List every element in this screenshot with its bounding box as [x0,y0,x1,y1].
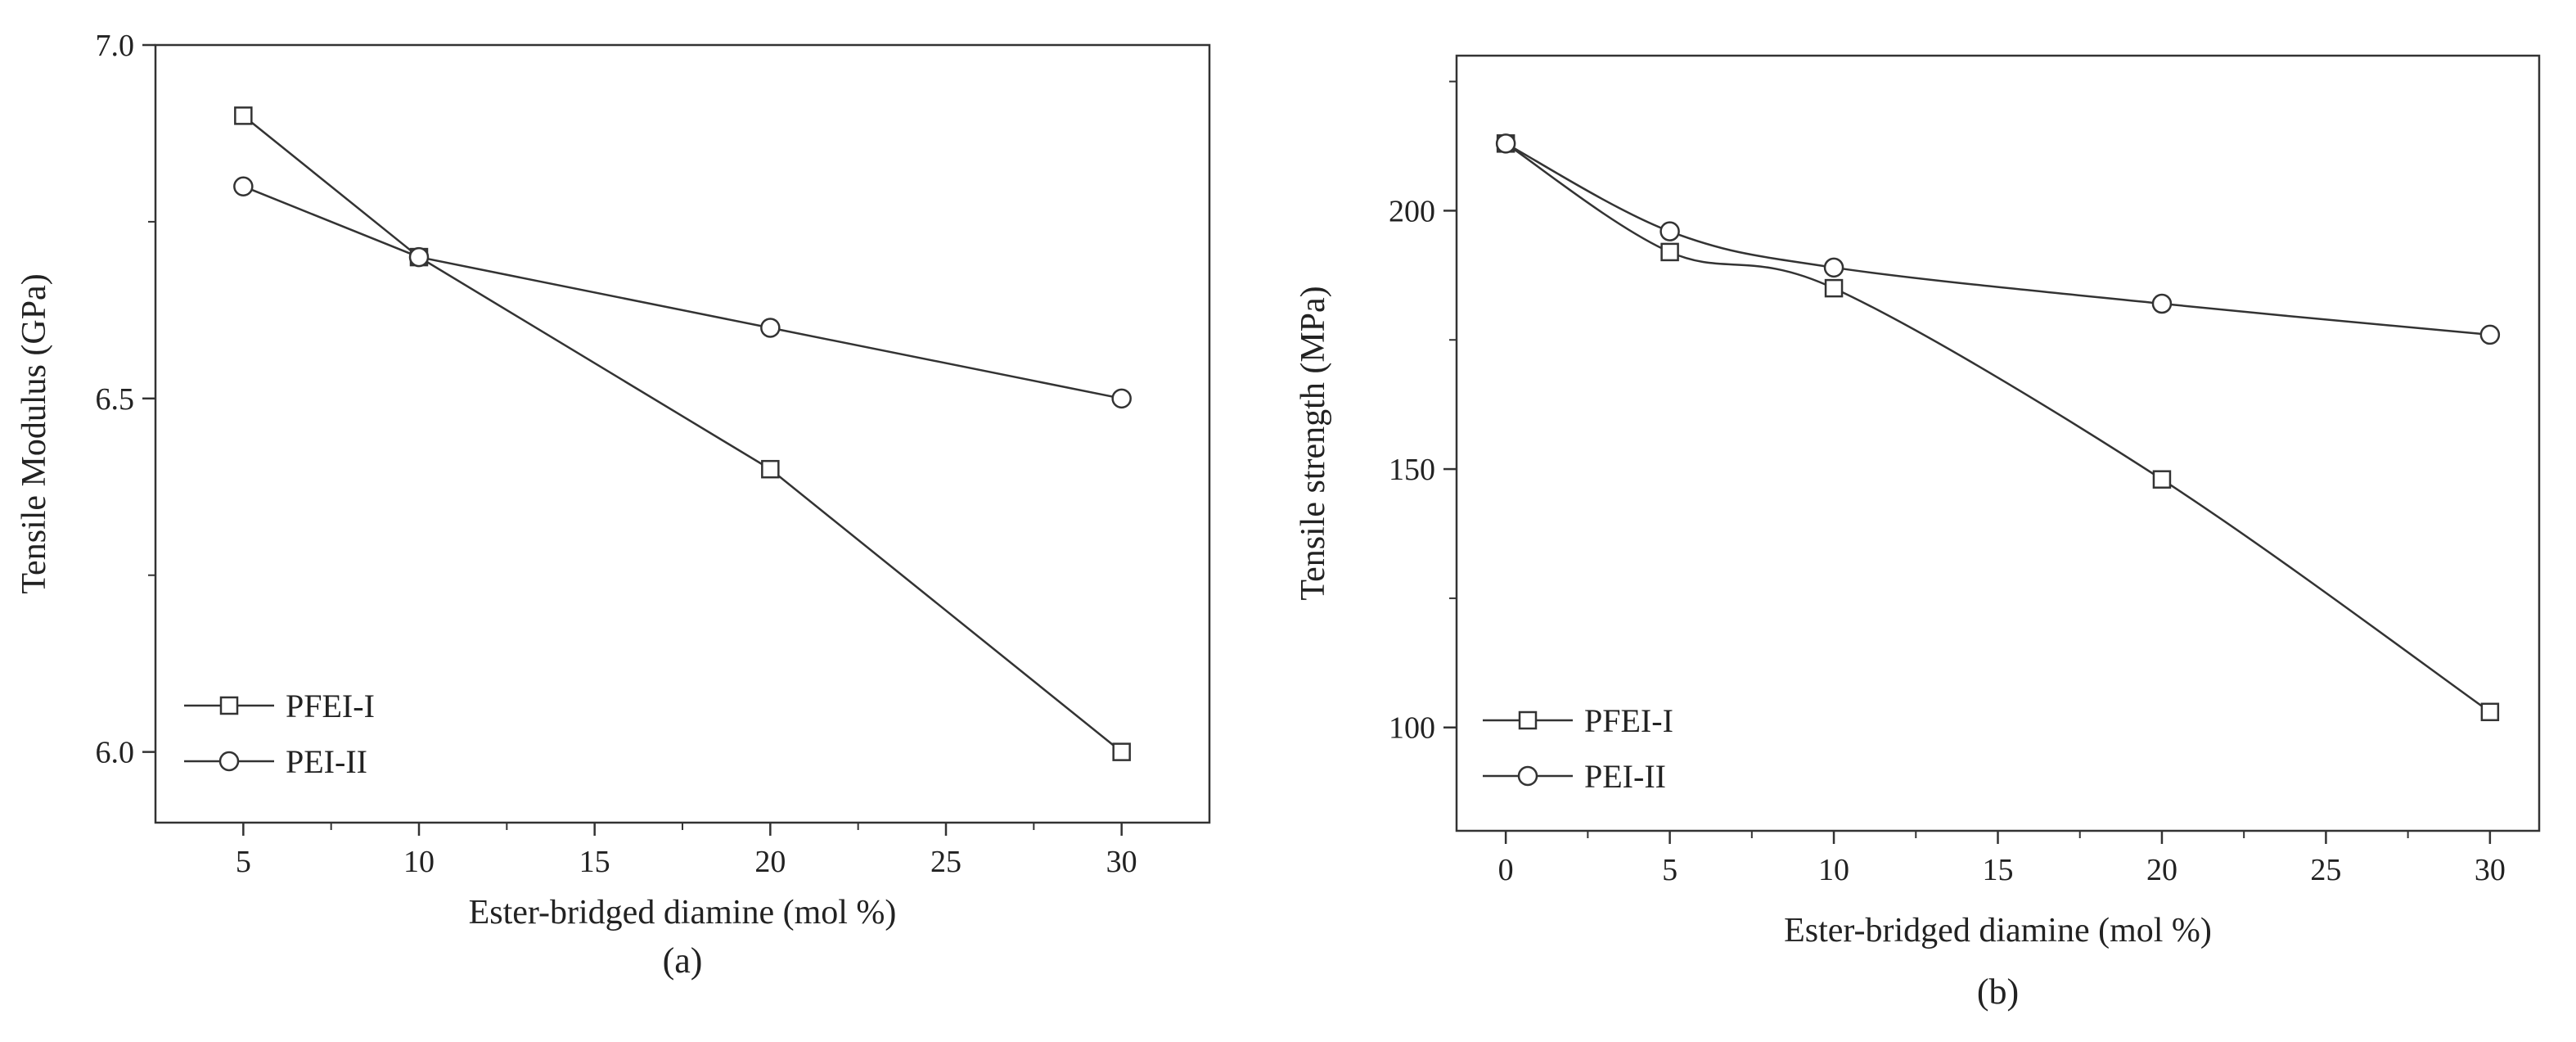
y-tick-label: 100 [1389,711,1435,746]
data-point-pfei-i [234,106,253,125]
y-tick-label: 7.0 [96,29,135,63]
data-point-pfei-i [2152,470,2172,489]
x-tick-label: 10 [403,845,435,879]
x-tick-label: 5 [236,845,251,879]
x-tick-label: 10 [1818,853,1849,887]
y-tick-label: 6.5 [96,382,135,417]
series-line-pei-ii [1505,142,2491,336]
x-tick-label: 15 [1983,853,2014,887]
x-tick-label: 25 [930,845,961,879]
data-point-pfei-i [2480,702,2500,722]
data-point-pei-ii [1823,257,1844,278]
data-point-pfei-i [1112,742,1131,761]
series-line-pfei-i [1505,142,2491,713]
data-point-pei-ii [1495,133,1516,154]
legend-label: PFEI-I [1584,702,1673,739]
data-point-pei-ii [760,318,781,338]
legend-marker-pfei-i [1518,710,1538,730]
panel-caption: (b) [1977,972,2019,1012]
data-point-pei-ii [1111,388,1132,409]
x-tick-label: 30 [2475,853,2506,887]
data-point-pfei-i [761,459,780,479]
legend-label: PEI-II [1584,758,1666,795]
y-tick-label: 200 [1389,194,1435,228]
x-tick-label: 5 [1662,853,1678,887]
x-tick-label: 15 [579,845,610,879]
y-axis-label: Tensile Modulus (GPa) [16,273,53,593]
y-tick-label: 6.0 [96,736,135,770]
data-point-pei-ii [408,246,430,268]
x-tick-label: 20 [2146,853,2177,887]
legend-marker-pei-ii [1517,765,1538,787]
data-point-pfei-i [1824,278,1844,298]
data-point-pfei-i [1660,242,1679,262]
legend-marker-pfei-i [219,696,239,715]
x-tick-label: 20 [754,845,786,879]
x-tick-label: 0 [1498,853,1514,887]
x-axis-label: Ester-bridged diamine (mol %) [469,894,897,931]
series-line-pei-ii [242,185,1122,400]
x-axis-label: Ester-bridged diamine (mol %) [1784,912,2212,950]
panel-caption: (a) [663,941,703,981]
y-axis-label: Tensile strength (MPa) [1295,286,1332,600]
data-point-pei-ii [2479,324,2501,345]
y-tick-label: 150 [1389,453,1435,487]
x-tick-label: 25 [2310,853,2341,887]
panel-b-chart: 0 5 10 15 20 25 30 100 150 200 Ester-bridged diami… [1295,54,2541,1012]
legend-label: PFEI-I [286,688,375,724]
legend-marker-pei-ii [218,751,240,772]
legend-label: PEI-II [286,743,367,780]
data-point-pei-ii [1660,221,1680,241]
data-point-pei-ii [2151,293,2173,314]
series-line-pfei-i [242,115,1123,753]
panel-a-chart: 5 10 15 20 25 30 6.0 6.5 7.0 Ester-bridged diamin… [16,29,1211,981]
x-tick-label: 30 [1106,845,1137,879]
data-point-pei-ii [233,176,254,196]
